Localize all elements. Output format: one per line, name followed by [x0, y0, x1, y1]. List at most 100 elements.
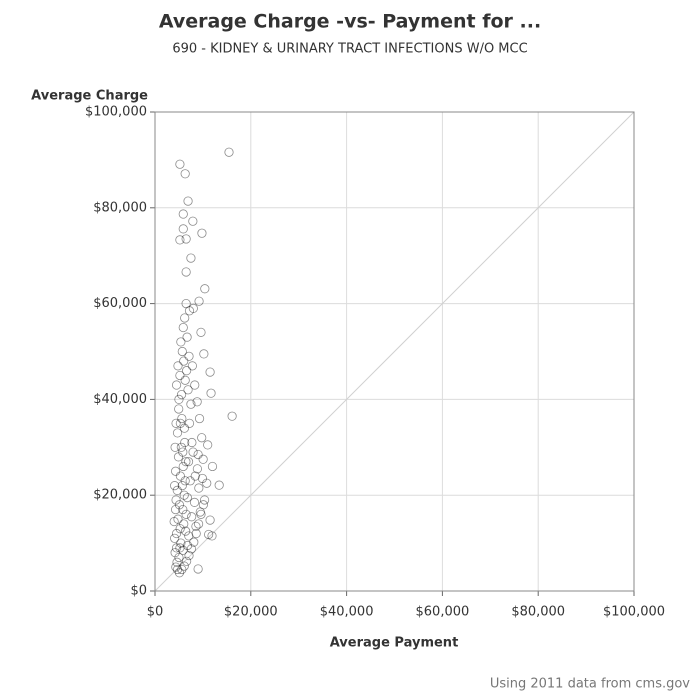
point [184, 531, 194, 541]
point [178, 447, 188, 457]
point [179, 519, 189, 529]
point [199, 349, 209, 359]
point [181, 298, 191, 309]
y-axis-label: Average Charge [31, 89, 148, 104]
point [186, 544, 197, 554]
point [189, 497, 200, 507]
point [193, 519, 204, 529]
point [178, 322, 188, 333]
point [180, 375, 190, 385]
point [171, 495, 181, 505]
point [170, 533, 180, 543]
point [183, 385, 193, 395]
point [174, 568, 185, 578]
x-tick-label: $100,000 [603, 605, 665, 620]
point [183, 196, 193, 206]
point [172, 557, 182, 567]
point [176, 442, 186, 452]
point [186, 253, 196, 263]
point [179, 423, 190, 433]
point [180, 476, 190, 486]
point [177, 346, 187, 357]
point [171, 543, 182, 553]
point [184, 418, 195, 428]
chart-subtitle: 690 - KIDNEY & URINARY TRACT INFECTIONS … [172, 42, 527, 57]
point [189, 537, 199, 547]
point [172, 428, 183, 438]
point [187, 512, 197, 522]
point [180, 437, 190, 448]
point [194, 296, 204, 306]
x-tick-label: $40,000 [320, 605, 374, 620]
point [171, 528, 182, 539]
point [173, 361, 183, 371]
point [169, 516, 179, 527]
point [175, 159, 185, 169]
y-tick-label: $60,000 [93, 296, 147, 311]
point [182, 332, 192, 342]
point [178, 224, 188, 234]
y-tick-label: $40,000 [93, 392, 147, 407]
point [184, 306, 195, 316]
point [227, 411, 237, 421]
point [175, 524, 185, 534]
point [177, 564, 187, 575]
point [187, 361, 197, 371]
footnote: Using 2011 data from cms.gov [490, 677, 690, 692]
point [205, 515, 215, 525]
point [190, 380, 200, 390]
point [194, 413, 205, 424]
point [172, 485, 182, 496]
point [178, 504, 188, 515]
point [171, 562, 181, 572]
y-tick-label: $20,000 [93, 488, 147, 503]
point [184, 550, 194, 561]
y-tick-label: $80,000 [93, 200, 147, 215]
point [214, 480, 224, 490]
point [181, 457, 191, 467]
point [175, 471, 185, 481]
point [186, 399, 196, 409]
point [182, 492, 192, 503]
point [175, 543, 185, 553]
point [191, 521, 201, 531]
point [200, 284, 210, 294]
point [175, 418, 185, 428]
point [178, 209, 188, 219]
point [183, 457, 194, 467]
point [170, 466, 181, 476]
point [181, 526, 191, 536]
point [195, 507, 205, 517]
point [173, 452, 184, 462]
point [175, 370, 185, 381]
point [170, 548, 180, 558]
point [174, 500, 185, 510]
point [193, 449, 203, 460]
point [181, 267, 191, 277]
point [207, 461, 218, 472]
y-tick-label: $100,000 [85, 105, 147, 120]
point [206, 388, 216, 398]
point [197, 228, 207, 238]
point [176, 337, 186, 347]
point [196, 509, 206, 519]
chart-title: Average Charge -vs- Payment for ... [159, 11, 541, 33]
point [174, 404, 184, 414]
point [193, 564, 203, 574]
point [188, 216, 198, 226]
point [198, 500, 208, 510]
y-tick-label: $0 [130, 584, 147, 599]
point [182, 366, 192, 376]
point [170, 442, 180, 452]
point [204, 529, 214, 540]
point [179, 490, 189, 500]
point [203, 440, 213, 450]
point [177, 481, 187, 491]
point [171, 380, 182, 390]
plot-frame [154, 111, 635, 592]
point [196, 327, 206, 337]
point [197, 433, 207, 443]
point [191, 528, 201, 539]
point [170, 504, 181, 515]
point [185, 476, 195, 486]
